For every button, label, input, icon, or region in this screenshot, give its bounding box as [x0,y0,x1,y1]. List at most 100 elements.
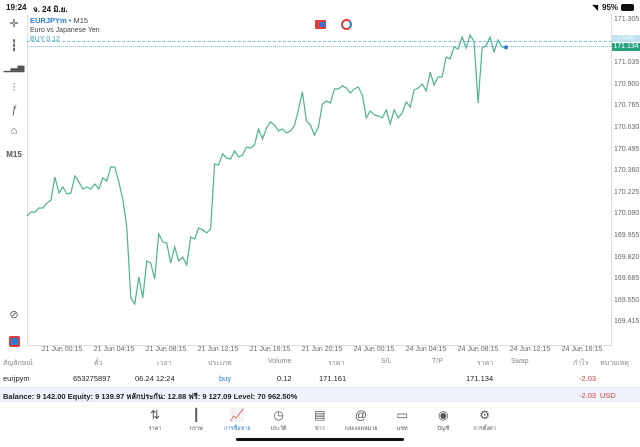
row-open-price: 171.161 [319,374,347,383]
nav-label: ราคา [148,426,162,432]
status-time: 19:24 [6,3,27,12]
timeframe-label: M15 [73,16,89,25]
current-price-tag: 171.134 [612,43,640,51]
function-icon[interactable]: ƒ [10,104,18,116]
y-tick-label: 170.225 [614,188,640,196]
header-open-price: ราคา [328,360,345,367]
nav-icon: ┃ [192,408,200,422]
header-price: ราคา [477,360,494,367]
y-tick-label: 169.415 [614,318,640,326]
y-tick-label: 170.630 [614,124,640,131]
header-swap: Swap [511,358,529,365]
nav-label: บัญชี [437,426,450,432]
chart-type-icon[interactable]: ┇ [10,39,18,52]
x-tick-label: 24 Jun 08:15 [457,346,499,353]
order-label: BUY 0.12 [30,36,60,43]
objects-icon[interactable]: ⌂ [10,125,18,137]
header-time: เวลา [157,360,172,367]
quick-trade-icon[interactable] [341,19,352,30]
nav-item[interactable]: ▭ แชท [382,408,422,433]
home-indicator [236,438,404,441]
row-symbol: eurjpym [3,374,30,383]
nav-icon: @ [354,408,368,422]
y-tick-label: 170.900 [614,80,640,88]
nav-label: ข่าว [314,426,325,432]
nav-icon: ⚙ [479,408,490,422]
x-tick-label: 24 Jun 04:15 [405,346,447,353]
y-tick-label: 169.820 [614,253,640,261]
header-symbol: สัญลักษณ์ [3,360,33,367]
status-date: จ. 24 มิ.ย. [33,5,68,14]
nav-label: แชท [396,426,408,432]
nav-item[interactable]: ◷ ประวัติ [259,408,299,433]
nav-item[interactable]: ⚙ การตั้งค่า [465,408,505,433]
total-profit: -2.03 [579,391,597,400]
header-sl: S/L [381,358,392,365]
x-tick-label: 24 Jun 12:15 [509,346,551,353]
last-price-dot [504,45,508,50]
header-volume: Volume [268,358,292,365]
price-line [26,33,507,306]
y-tick-label: 169.685 [614,275,640,283]
open-price-line [27,41,612,42]
x-tick-label: 21 Jun 16:15 [249,346,291,353]
nav-icon: ⇅ [149,408,161,422]
nav-item[interactable]: 📈 การซื้อขาย [217,408,257,433]
y-tick-label: 169.955 [614,232,640,239]
nav-item[interactable]: @ กล่องจดหมาย [341,408,381,433]
y-tick-label: 171.305 [614,16,640,23]
row-time: 06.24 12:24 [135,374,175,383]
header-ticket: ตั๋ว [94,360,103,367]
x-tick-label: 21 Jun 12:15 [197,346,239,353]
nav-icon: 📈 [229,408,245,422]
x-tick-label: 21 Jun 00:15 [41,346,83,353]
nav-icon: ◷ [273,408,284,422]
zoom-chart-icon[interactable]: ⊘ [9,308,19,321]
trade-icon[interactable] [4,333,24,349]
battery-percent: 95% [602,3,619,12]
symbol-description: Euro vs Japanese Yen [30,27,100,34]
settings-sliders-icon[interactable]: ⫶ [12,81,16,94]
balance-text: Balance: 9 142.00 Equity: 9 139.97 หลักป… [3,392,298,401]
chart-area[interactable] [27,14,612,346]
row-current-price: 171.134 [466,374,494,383]
header-profit: กำไร [573,360,589,367]
nav-icon: ▤ [314,408,326,422]
nav-label: กล่องจดหมาย [344,426,378,432]
bid-line [27,46,612,47]
chart-header: EURJPYm • M15 [30,16,88,25]
nav-icon: ◉ [438,408,449,422]
wifi-icon: ◥ [592,3,599,12]
balance-bar: Balance: 9 142.00 Equity: 9 139.97 หลักป… [0,387,640,402]
y-tick-label: 170.090 [614,210,640,218]
x-tick-label: 24 Jun 00:15 [353,346,395,353]
y-tick-label: 169.550 [614,296,640,304]
timeframe-button[interactable]: M15 [6,149,22,159]
header-type: ประเภท [208,360,232,367]
y-tick-label: 170.360 [614,167,640,175]
nav-item[interactable]: ◉ บัญชี [423,408,463,433]
currency: USD [600,391,616,400]
nav-label: การซื้อขาย [224,426,251,432]
row-type: buy [219,374,232,383]
one-click-trading-icon[interactable] [315,20,326,29]
x-tick-label: 21 Jun 20:15 [301,346,343,353]
crosshair-icon[interactable]: ✛ [9,17,19,30]
nav-label: การตั้งค่า [473,426,496,432]
row-ticket: 653275897 [73,374,111,383]
nav-item[interactable]: ┃ กราฟ [176,408,216,433]
y-tick-label: 170.495 [614,145,640,153]
nav-label: กราฟ [189,426,203,432]
y-tick-label: 171.035 [614,59,640,67]
indicators-icon[interactable]: ▁▃▅ [3,61,25,72]
battery-icon [621,4,634,11]
nav-item[interactable]: ▤ ข่าว [300,408,340,433]
x-tick-label: 21 Jun 04:15 [93,346,135,353]
nav-item[interactable]: ⇅ ราคา [135,408,175,433]
row-volume: 0.12 [277,374,292,383]
nav-icon: ▭ [396,408,408,422]
separator: • [68,16,72,25]
row-profit: -2.03 [579,374,597,383]
header-tp: T/P [432,358,443,365]
